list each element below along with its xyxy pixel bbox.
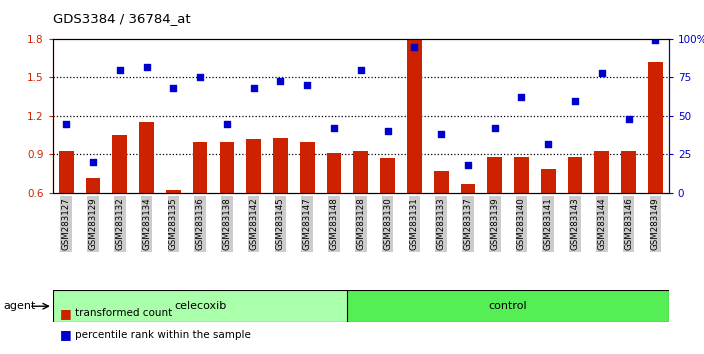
Bar — [460, 184, 475, 193]
Point — [516, 95, 527, 100]
Bar — [648, 62, 662, 193]
Bar — [53, 290, 347, 322]
Text: GDS3384 / 36784_at: GDS3384 / 36784_at — [53, 12, 190, 25]
Bar — [220, 142, 234, 193]
Text: ■: ■ — [60, 328, 72, 341]
Bar — [139, 122, 154, 193]
Text: GSM283142: GSM283142 — [249, 198, 258, 251]
Text: GSM283148: GSM283148 — [329, 198, 339, 251]
Text: GSM283131: GSM283131 — [410, 198, 419, 251]
Point — [463, 162, 474, 168]
Bar — [514, 157, 529, 193]
Point — [570, 98, 581, 103]
Point — [141, 64, 152, 69]
Point — [301, 82, 313, 88]
Point — [489, 125, 501, 131]
Text: GSM283149: GSM283149 — [651, 198, 660, 250]
Bar — [621, 150, 636, 193]
Point — [61, 121, 72, 126]
Text: percentile rank within the sample: percentile rank within the sample — [75, 330, 251, 339]
Bar — [380, 158, 395, 193]
Text: GSM283139: GSM283139 — [490, 198, 499, 250]
Point — [355, 67, 366, 73]
Bar — [487, 157, 502, 193]
Bar — [193, 142, 208, 193]
Text: control: control — [489, 301, 527, 311]
Point — [543, 141, 554, 147]
Point — [436, 132, 447, 137]
Bar — [407, 39, 422, 193]
Point — [194, 75, 206, 80]
Text: GSM283140: GSM283140 — [517, 198, 526, 251]
Bar — [246, 139, 261, 193]
Point — [221, 121, 232, 126]
Bar — [300, 142, 315, 193]
Text: GSM283144: GSM283144 — [597, 198, 606, 251]
Point — [328, 125, 339, 131]
Point — [168, 85, 179, 91]
Point — [623, 116, 634, 122]
Point — [114, 67, 125, 73]
Text: GSM283146: GSM283146 — [624, 198, 633, 251]
Text: GSM283137: GSM283137 — [463, 198, 472, 251]
Bar — [594, 150, 609, 193]
Bar — [59, 150, 73, 193]
Text: GSM283130: GSM283130 — [383, 198, 392, 251]
Point — [275, 78, 286, 83]
Text: GSM283143: GSM283143 — [570, 198, 579, 251]
Bar — [166, 190, 181, 193]
Text: GSM283147: GSM283147 — [303, 198, 312, 251]
Point — [409, 44, 420, 50]
Text: GSM283135: GSM283135 — [169, 198, 178, 251]
Text: GSM283132: GSM283132 — [115, 198, 125, 251]
Bar — [353, 150, 368, 193]
Bar — [347, 290, 669, 322]
Point — [596, 70, 608, 76]
Text: GSM283134: GSM283134 — [142, 198, 151, 251]
Text: GSM283128: GSM283128 — [356, 198, 365, 251]
Bar — [113, 135, 127, 193]
Text: celecoxib: celecoxib — [174, 301, 226, 311]
Point — [382, 129, 394, 134]
Text: GSM283133: GSM283133 — [436, 198, 446, 251]
Text: GSM283129: GSM283129 — [89, 198, 97, 250]
Point — [248, 85, 259, 91]
Point — [650, 38, 661, 43]
Text: GSM283141: GSM283141 — [543, 198, 553, 251]
Text: GSM283136: GSM283136 — [196, 198, 205, 251]
Point — [87, 159, 99, 165]
Bar — [541, 169, 555, 193]
Text: ■: ■ — [60, 307, 72, 320]
Bar — [86, 178, 101, 193]
Bar — [327, 153, 341, 193]
Text: transformed count: transformed count — [75, 308, 172, 318]
Text: GSM283127: GSM283127 — [62, 198, 70, 251]
Bar — [273, 138, 288, 193]
Text: agent: agent — [4, 301, 36, 311]
Bar — [434, 171, 448, 193]
Text: GSM283138: GSM283138 — [222, 198, 232, 251]
Text: GSM283145: GSM283145 — [276, 198, 285, 251]
Bar — [567, 157, 582, 193]
